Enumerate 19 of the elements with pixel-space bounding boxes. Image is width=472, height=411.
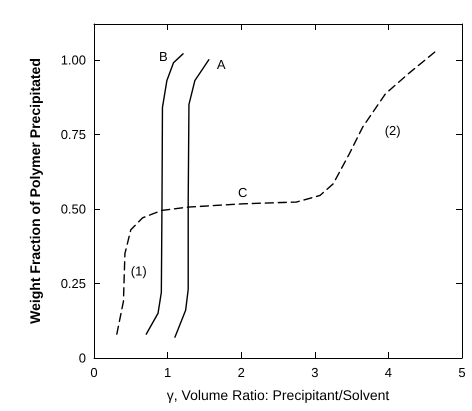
- x-tick-label: 2: [238, 365, 245, 380]
- y-tick-label: 0.25: [60, 276, 86, 291]
- line-series: [116, 50, 437, 335]
- x-tick-label: 1: [164, 365, 172, 380]
- series-label: C: [238, 184, 248, 200]
- x-tick-label: 4: [384, 365, 392, 380]
- y-tick-label: 0.75: [60, 126, 86, 142]
- y-tick-label: 0.50: [60, 201, 86, 216]
- y-tick-label: 0: [78, 350, 86, 366]
- y-axis-title: Weight Fraction of Polymer Precipitated: [27, 58, 43, 324]
- series-label: B: [159, 48, 168, 64]
- x-tick-label: 3: [311, 365, 318, 380]
- x-axis-title: γ, Volume Ratio: Precipitant/Solvent: [166, 387, 390, 403]
- y-tick-label: 1.00: [60, 52, 86, 68]
- series-label: A: [216, 56, 226, 72]
- x-tick-label: 0: [90, 365, 98, 380]
- x-tick-label: 5: [458, 365, 466, 380]
- annotation: (1): [130, 263, 147, 278]
- annotation: (2): [384, 123, 401, 138]
